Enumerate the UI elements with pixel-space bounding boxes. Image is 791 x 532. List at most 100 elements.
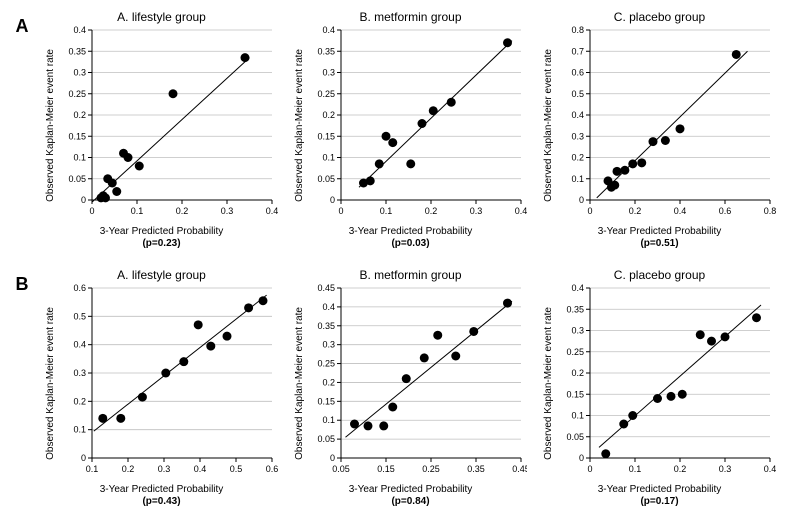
axis-wrap: Observed Kaplan-Meier event rate 00.050.… bbox=[294, 284, 527, 482]
y-axis-label: Observed Kaplan-Meier event rate bbox=[294, 49, 305, 202]
svg-text:0.25: 0.25 bbox=[317, 89, 335, 99]
row-label: A bbox=[10, 10, 34, 250]
svg-text:0.1: 0.1 bbox=[322, 415, 335, 425]
svg-text:0.4: 0.4 bbox=[73, 340, 86, 350]
svg-text:0.2: 0.2 bbox=[571, 153, 584, 163]
svg-text:0.1: 0.1 bbox=[73, 425, 86, 435]
y-axis-label: Observed Kaplan-Meier event rate bbox=[45, 307, 56, 460]
chart-panel: C. placebo group Observed Kaplan-Meier e… bbox=[538, 268, 781, 508]
scatter-plot: 00.050.10.150.20.250.30.350.40.450.050.1… bbox=[307, 284, 527, 482]
svg-text:0.4: 0.4 bbox=[322, 302, 335, 312]
row-label: B bbox=[10, 268, 34, 508]
svg-text:0.05: 0.05 bbox=[332, 464, 350, 474]
svg-text:0.2: 0.2 bbox=[122, 464, 135, 474]
svg-text:0.4: 0.4 bbox=[764, 464, 776, 474]
svg-text:0.45: 0.45 bbox=[512, 464, 527, 474]
svg-text:0.4: 0.4 bbox=[674, 206, 687, 216]
svg-text:0.6: 0.6 bbox=[266, 464, 278, 474]
svg-text:0.3: 0.3 bbox=[73, 68, 86, 78]
svg-text:0.35: 0.35 bbox=[317, 321, 335, 331]
svg-text:0.2: 0.2 bbox=[425, 206, 438, 216]
panel-title: C. placebo group bbox=[614, 268, 705, 282]
svg-text:0.4: 0.4 bbox=[571, 284, 584, 293]
svg-text:0: 0 bbox=[330, 453, 335, 463]
x-axis-label: 3-Year Predicted Probability (p=0.51) bbox=[598, 226, 722, 250]
axis-wrap: Observed Kaplan-Meier event rate 00.050.… bbox=[45, 26, 278, 224]
svg-text:0.25: 0.25 bbox=[422, 464, 440, 474]
svg-text:0.3: 0.3 bbox=[158, 464, 171, 474]
svg-text:0.05: 0.05 bbox=[68, 174, 86, 184]
svg-text:0.8: 0.8 bbox=[764, 206, 776, 216]
panel-title: B. metformin group bbox=[359, 10, 461, 24]
x-axis-label: 3-Year Predicted Probability (p=0.03) bbox=[349, 226, 473, 250]
axis-wrap: Observed Kaplan-Meier event rate 00.10.2… bbox=[543, 26, 776, 224]
svg-text:0.35: 0.35 bbox=[566, 304, 584, 314]
svg-text:0.05: 0.05 bbox=[566, 432, 584, 442]
svg-text:0.15: 0.15 bbox=[68, 131, 86, 141]
axis-wrap: Observed Kaplan-Meier event rate 0 0.05 0.… bbox=[294, 26, 527, 224]
svg-text:0: 0 bbox=[587, 206, 592, 216]
svg-text:0.4: 0.4 bbox=[571, 110, 584, 120]
panel-title: A. lifestyle group bbox=[117, 268, 206, 282]
svg-text:0: 0 bbox=[338, 206, 343, 216]
p-value-label: (p=0.17) bbox=[598, 496, 722, 508]
svg-text:0.4: 0.4 bbox=[266, 206, 278, 216]
svg-text:0.1: 0.1 bbox=[86, 464, 99, 474]
svg-text:0.3: 0.3 bbox=[470, 206, 483, 216]
x-axis-label: 3-Year Predicted Probability (p=0.23) bbox=[100, 226, 224, 250]
svg-text:0.45: 0.45 bbox=[317, 284, 335, 293]
svg-text:0.2: 0.2 bbox=[322, 377, 335, 387]
svg-text:0.05: 0.05 bbox=[317, 434, 335, 444]
svg-text:0: 0 bbox=[579, 195, 584, 205]
svg-text:0.4: 0.4 bbox=[73, 26, 86, 35]
svg-text:0.15: 0.15 bbox=[317, 131, 335, 141]
chart-panel: B. metformin group Observed Kaplan-Meier… bbox=[289, 10, 532, 250]
svg-text:0.1: 0.1 bbox=[73, 153, 86, 163]
svg-text:0.35: 0.35 bbox=[317, 46, 335, 56]
svg-text:0.35: 0.35 bbox=[467, 464, 485, 474]
svg-text:0.3: 0.3 bbox=[322, 340, 335, 350]
svg-text:0.2: 0.2 bbox=[322, 110, 335, 120]
chart-panel: A. lifestyle group Observed Kaplan-Meier… bbox=[40, 10, 283, 250]
p-value-label: (p=0.43) bbox=[100, 496, 224, 508]
svg-text:0.3: 0.3 bbox=[571, 326, 584, 336]
svg-text:0.15: 0.15 bbox=[377, 464, 395, 474]
svg-text:0.7: 0.7 bbox=[571, 46, 584, 56]
x-axis-label: 3-Year Predicted Probability (p=0.43) bbox=[100, 484, 224, 508]
y-axis-label: Observed Kaplan-Meier event rate bbox=[294, 307, 305, 460]
p-value-label: (p=0.51) bbox=[598, 238, 722, 250]
p-value-label: (p=0.84) bbox=[349, 496, 473, 508]
svg-text:0.05: 0.05 bbox=[317, 174, 335, 184]
svg-text:0: 0 bbox=[587, 464, 592, 474]
panel-title: B. metformin group bbox=[359, 268, 461, 282]
svg-text:0.3: 0.3 bbox=[73, 368, 86, 378]
svg-text:0.15: 0.15 bbox=[317, 396, 335, 406]
svg-text:0.3: 0.3 bbox=[322, 68, 335, 78]
svg-text:0.1: 0.1 bbox=[380, 206, 393, 216]
y-axis-label: Observed Kaplan-Meier event rate bbox=[543, 49, 554, 202]
p-value-label: (p=0.23) bbox=[100, 238, 224, 250]
svg-text:0.25: 0.25 bbox=[566, 347, 584, 357]
svg-text:0.2: 0.2 bbox=[629, 206, 642, 216]
chart-panel: C. placebo group Observed Kaplan-Meier e… bbox=[538, 10, 781, 250]
svg-text:0: 0 bbox=[81, 453, 86, 463]
svg-text:0.3: 0.3 bbox=[719, 464, 732, 474]
y-axis-label: Observed Kaplan-Meier event rate bbox=[45, 49, 56, 202]
p-value-label: (p=0.03) bbox=[349, 238, 473, 250]
svg-text:0.6: 0.6 bbox=[719, 206, 732, 216]
svg-text:0.1: 0.1 bbox=[131, 206, 144, 216]
x-axis-label: 3-Year Predicted Probability (p=0.17) bbox=[598, 484, 722, 508]
y-axis-label: Observed Kaplan-Meier event rate bbox=[543, 307, 554, 460]
svg-text:0.8: 0.8 bbox=[571, 26, 584, 35]
svg-text:0.5: 0.5 bbox=[571, 89, 584, 99]
svg-text:0: 0 bbox=[579, 453, 584, 463]
x-axis-label: 3-Year Predicted Probability (p=0.84) bbox=[349, 484, 473, 508]
chart-panel: B. metformin group Observed Kaplan-Meier… bbox=[289, 268, 532, 508]
figure-grid: A A. lifestyle group Observed Kaplan-Mei… bbox=[10, 10, 781, 508]
scatter-plot: 00.050.10.150.20.250.30.350.400.10.20.30… bbox=[556, 284, 776, 482]
axis-wrap: Observed Kaplan-Meier event rate 00.10.2… bbox=[45, 284, 278, 482]
svg-text:0.3: 0.3 bbox=[221, 206, 234, 216]
svg-text:0.1: 0.1 bbox=[571, 411, 584, 421]
scatter-plot: 00.050.10.150.20.250.30.350.400.10.20.30… bbox=[58, 26, 278, 224]
svg-text:0.15: 0.15 bbox=[566, 389, 584, 399]
